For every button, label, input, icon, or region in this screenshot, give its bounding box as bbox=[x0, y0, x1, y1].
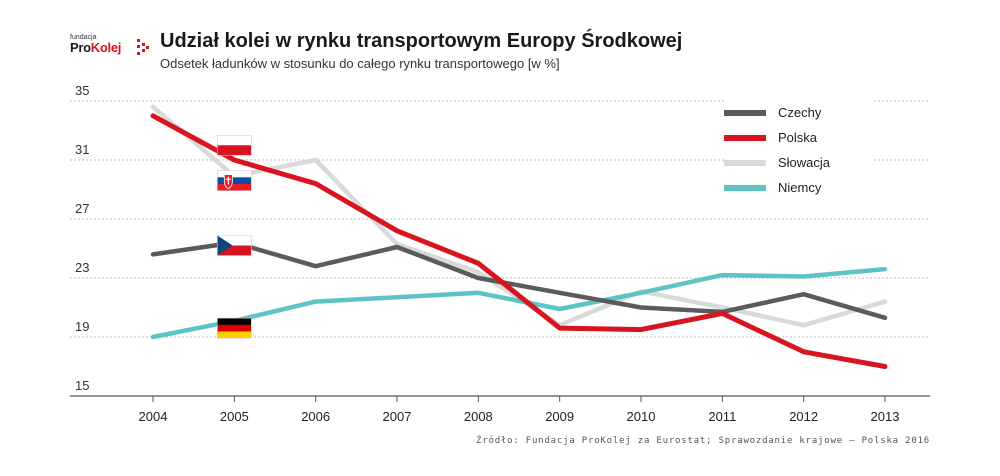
y-tick-label: 35 bbox=[75, 83, 89, 98]
flag-sk-icon bbox=[217, 170, 252, 191]
legend-item-niemcy: Niemcy bbox=[724, 175, 874, 200]
legend-label: Słowacja bbox=[778, 155, 831, 170]
legend-item-polska: Polska bbox=[724, 125, 874, 150]
y-tick-label: 23 bbox=[75, 260, 89, 275]
flag-cz-icon bbox=[217, 235, 252, 256]
logo-fundacja-text: fundacja bbox=[70, 34, 97, 41]
x-tick-label: 2007 bbox=[383, 409, 412, 424]
chart-legend: Czechy Polska Słowacja Niemcy bbox=[724, 100, 874, 218]
legend-item-czechy: Czechy bbox=[724, 100, 874, 125]
logo-dots-icon bbox=[137, 39, 149, 55]
x-tick-label: 2006 bbox=[301, 409, 330, 424]
x-tick-label: 2008 bbox=[464, 409, 493, 424]
legend-label: Czechy bbox=[778, 105, 822, 120]
chart-subtitle: Odsetek ładunków w stosunku do całego ry… bbox=[160, 56, 560, 71]
x-tick-label: 2010 bbox=[627, 409, 656, 424]
legend-label: Polska bbox=[778, 130, 818, 145]
y-tick-label: 19 bbox=[75, 319, 89, 334]
legend-swatch bbox=[724, 109, 766, 116]
x-tick-label: 2009 bbox=[545, 409, 574, 424]
series-line-niemcy bbox=[150, 266, 888, 340]
x-tick-label: 2013 bbox=[871, 409, 900, 424]
logo-wordmark: ProKolej bbox=[70, 40, 121, 55]
legend-item-słowacja: Słowacja bbox=[724, 150, 874, 175]
y-tick-label: 27 bbox=[75, 201, 89, 216]
flag-de-icon bbox=[217, 317, 252, 339]
logo-pro-text: Pro bbox=[70, 40, 91, 55]
chart-title: Udział kolei w rynku transportowym Europ… bbox=[160, 30, 683, 52]
prokolej-logo: fundacja ProKolej bbox=[70, 34, 150, 60]
series-line-czechy bbox=[150, 240, 888, 321]
y-tick-label: 15 bbox=[75, 378, 89, 393]
x-tick-label: 2012 bbox=[789, 409, 818, 424]
y-tick-label: 31 bbox=[75, 142, 89, 157]
x-tick-label: 2004 bbox=[139, 409, 168, 424]
legend-label: Niemcy bbox=[778, 180, 822, 195]
series-line-polska bbox=[150, 113, 888, 369]
flag-pl-icon bbox=[217, 134, 252, 156]
legend-swatch bbox=[724, 184, 766, 191]
legend-swatch bbox=[724, 134, 766, 141]
logo-kolej-text: Kolej bbox=[90, 40, 122, 55]
x-tick-label: 2011 bbox=[708, 409, 736, 424]
x-tick-label: 2005 bbox=[220, 409, 249, 424]
source-note: Źródło: Fundacja ProKolej za Eurostat; S… bbox=[476, 436, 930, 446]
legend-swatch bbox=[724, 159, 766, 166]
